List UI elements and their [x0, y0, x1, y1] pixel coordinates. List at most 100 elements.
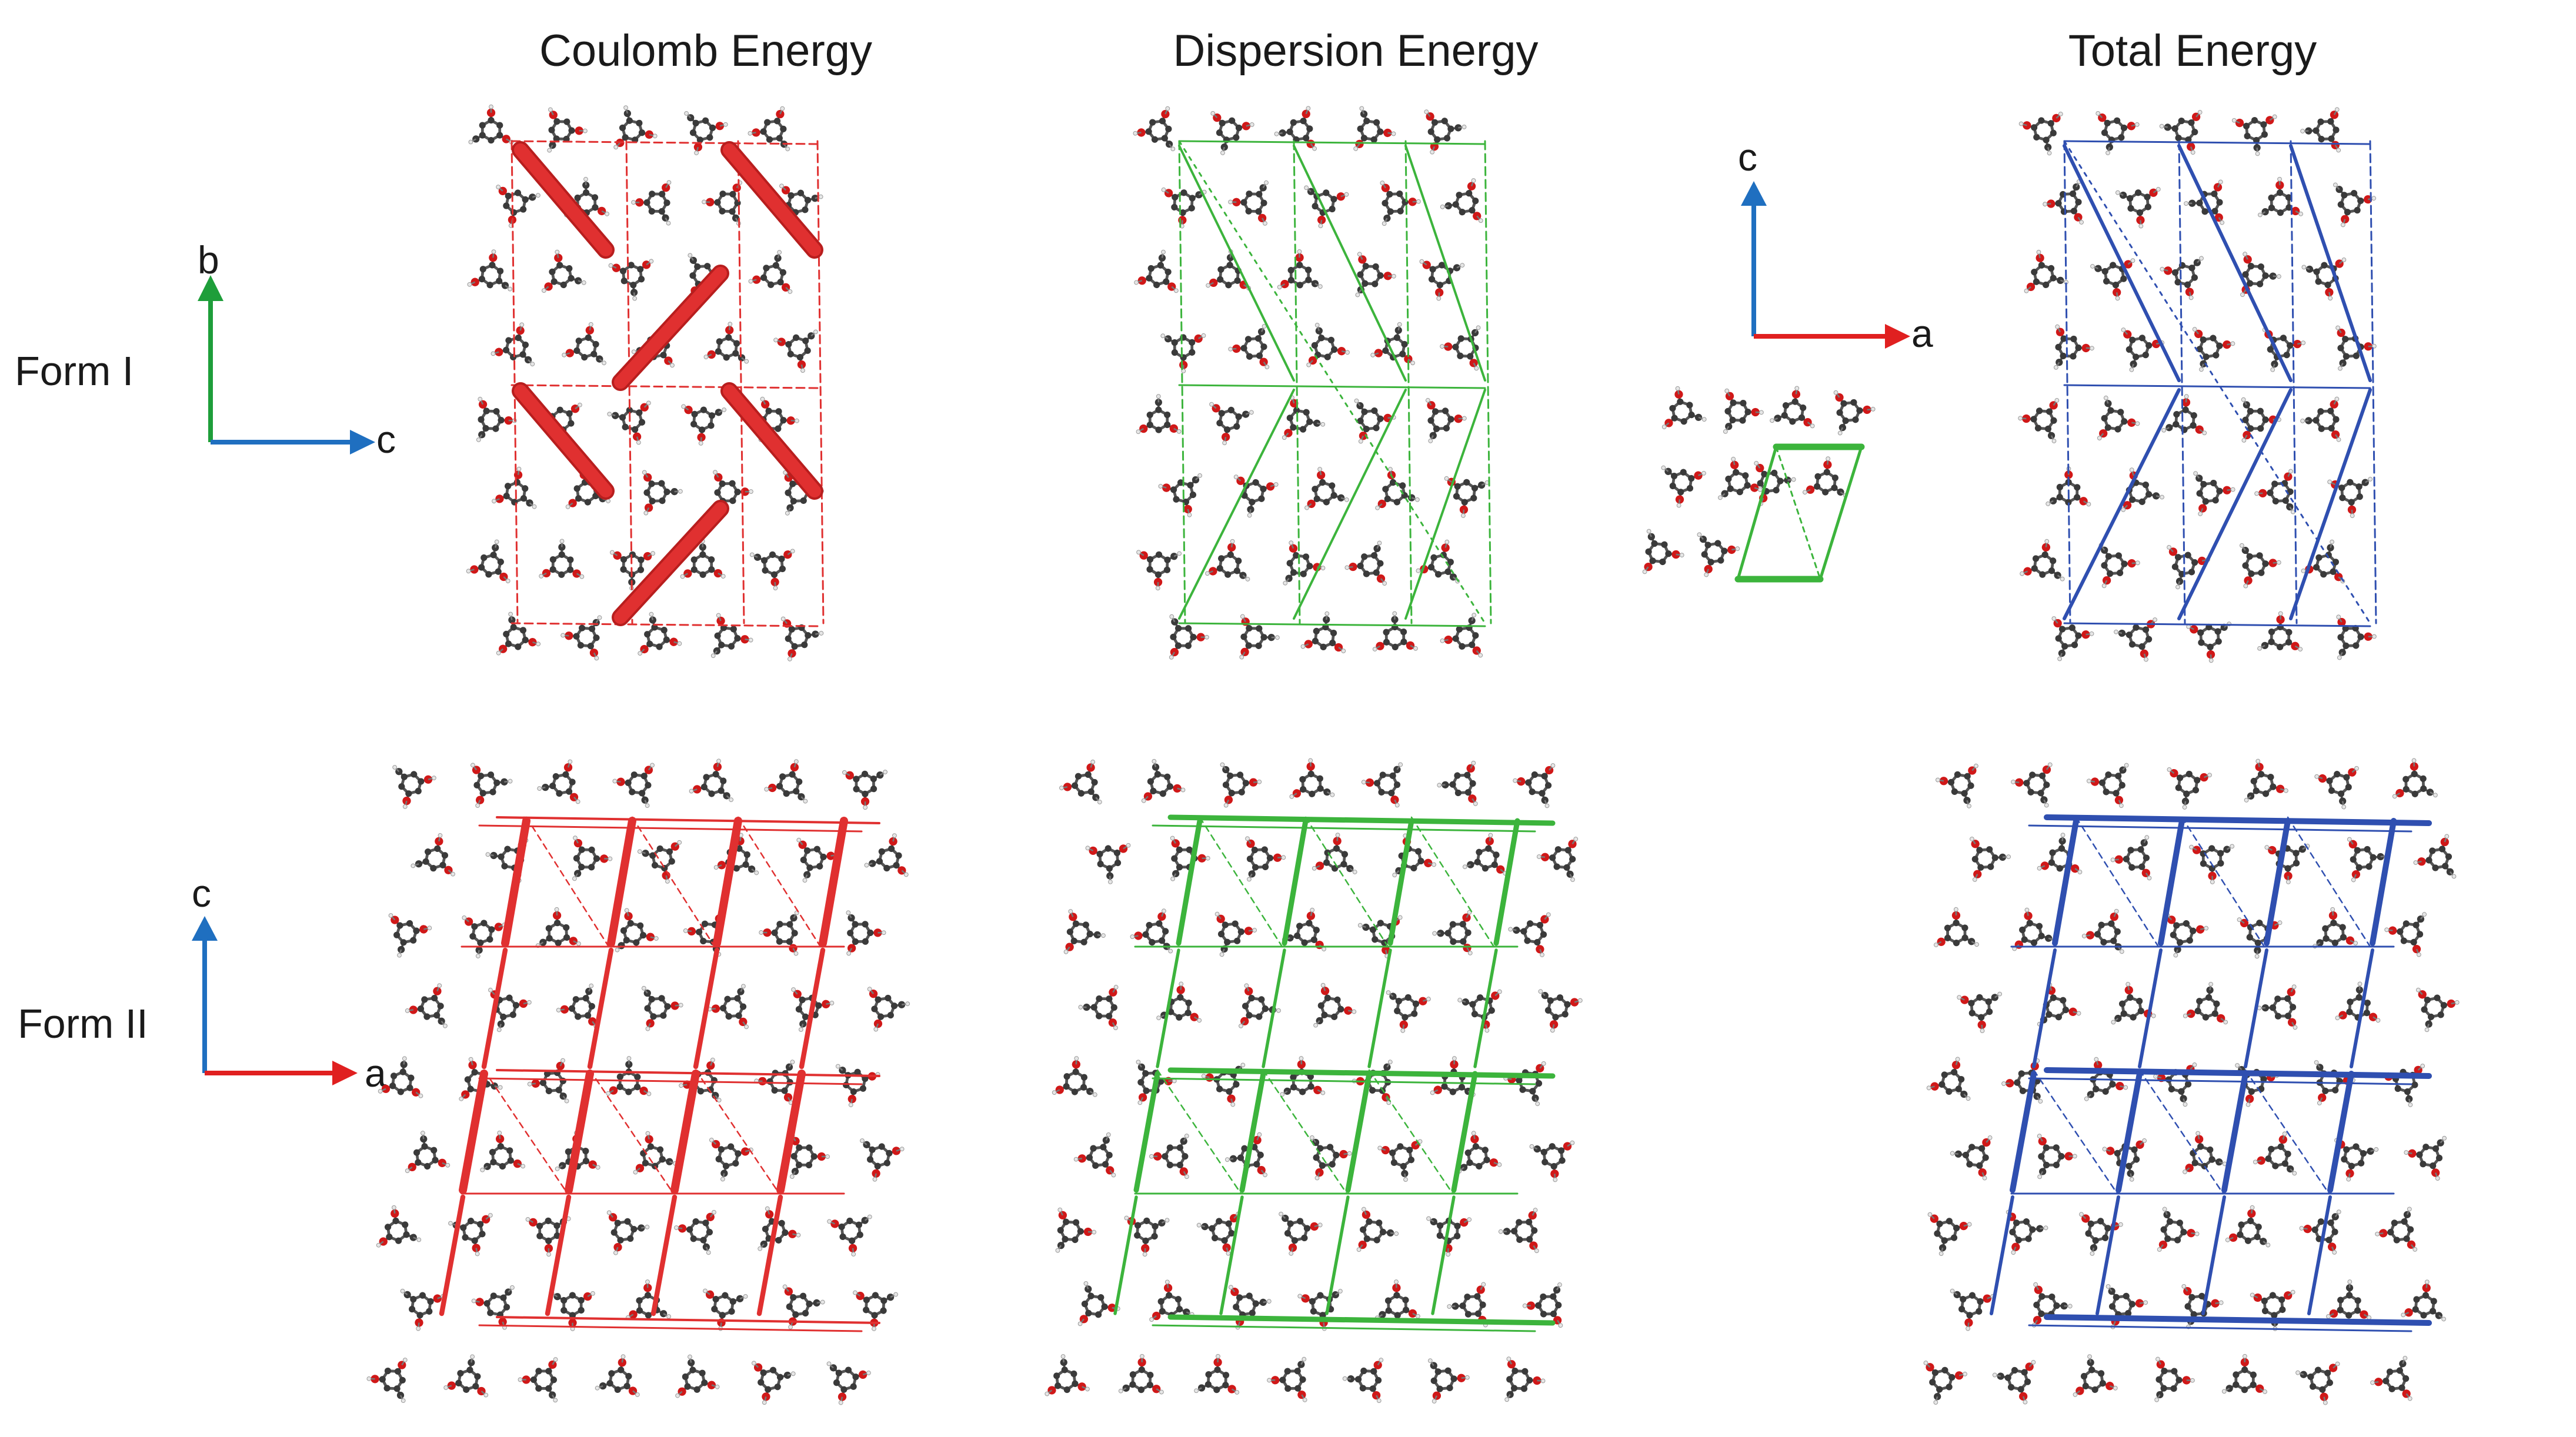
molecule [1661, 465, 1706, 508]
molecule [1444, 476, 1490, 518]
molecule [462, 915, 507, 958]
molecule [864, 833, 909, 877]
molecule [2336, 614, 2377, 660]
molecule [2011, 762, 2053, 808]
molecule [535, 907, 581, 948]
molecule [366, 1358, 408, 1403]
molecule [1078, 985, 1119, 1031]
molecule [2006, 1209, 2048, 1255]
molecule [675, 1354, 720, 1398]
molecule [2335, 981, 2381, 1023]
molecule [2167, 544, 2210, 590]
molecule [1356, 1207, 1399, 1252]
molecule [1239, 614, 1280, 660]
molecule [2018, 398, 2060, 443]
molecule [842, 770, 887, 810]
molecule [1118, 1354, 1164, 1395]
molecule [2257, 611, 2303, 651]
molecule [748, 106, 790, 152]
molecule [791, 987, 835, 1032]
molecule [2333, 182, 2377, 228]
molecule [547, 107, 588, 153]
molecule [680, 539, 726, 579]
molecule [1923, 1361, 1967, 1405]
molecule [1134, 249, 1179, 293]
molecule [1063, 909, 1106, 954]
molecule [496, 611, 541, 656]
molecule [2375, 1207, 2418, 1252]
molecule [709, 1138, 753, 1182]
molecule [2262, 327, 2306, 372]
molecule [2018, 111, 2063, 156]
molecule [1239, 983, 1281, 1028]
molecule [702, 180, 742, 226]
inset-axis-c-label: c [1738, 135, 1757, 179]
molecule [1416, 539, 1460, 584]
molecule [392, 765, 436, 809]
molecule [459, 1057, 503, 1101]
molecule [1536, 837, 1579, 882]
molecule [2250, 1289, 2295, 1331]
molecule [2012, 907, 2057, 951]
molecule [1933, 907, 1979, 947]
molecule [2159, 110, 2203, 155]
molecule [2326, 1279, 2372, 1320]
molecule [1059, 759, 1102, 804]
molecule [615, 908, 659, 953]
form-ii-label: Form II [18, 1001, 148, 1047]
molecule [2334, 1138, 2379, 1182]
molecule [1077, 1281, 1120, 1326]
molecule [633, 1131, 678, 1175]
molecule [1136, 550, 1182, 591]
molecule [1274, 106, 1317, 151]
molecule [527, 1058, 569, 1104]
molecule [405, 1131, 451, 1174]
form-ii-dispersion-framework-panel [1045, 758, 1583, 1403]
molecule [1462, 833, 1508, 876]
molecule [608, 259, 654, 301]
molecule [2301, 258, 2347, 301]
molecule [1233, 474, 1279, 518]
energy-framework [439, 816, 880, 1332]
molecule [1386, 990, 1431, 1033]
energy-framework [1990, 814, 2432, 1332]
molecule [1426, 1216, 1472, 1257]
molecule [1297, 1289, 1343, 1331]
molecule [1522, 1282, 1563, 1328]
molecule [1149, 1134, 1189, 1179]
molecule [637, 840, 682, 884]
molecule [1052, 1056, 1097, 1097]
form-ii-total-framework-panel [1923, 758, 2460, 1405]
molecule [2404, 1135, 2447, 1181]
molecule [1970, 836, 2011, 882]
molecule [2401, 1279, 2447, 1322]
molecule [1353, 106, 1396, 151]
molecule [2221, 1354, 2267, 1394]
molecule [2300, 396, 2341, 442]
molecule [1424, 109, 1467, 155]
molecule [2413, 834, 2457, 879]
form-i-coulomb-framework-panel [466, 104, 825, 661]
molecule [492, 466, 537, 509]
molecule [2105, 1284, 2148, 1329]
molecule [1196, 1211, 1241, 1256]
molecule [2024, 249, 2068, 293]
molecule [2037, 982, 2081, 1027]
molecule [1313, 982, 1357, 1028]
molecule [2257, 176, 2303, 218]
molecule [1304, 185, 1349, 228]
molecule [1306, 323, 1350, 367]
molecule [1927, 1212, 1972, 1256]
molecule [1045, 1354, 1090, 1396]
form-i-axes: b c [198, 238, 396, 461]
molecule [684, 111, 728, 155]
molecule [1642, 529, 1684, 574]
molecule [1205, 539, 1250, 582]
molecule [707, 984, 749, 1030]
molecule [1161, 187, 1207, 229]
form-i-axis-b-label: b [198, 238, 219, 282]
molecule [1309, 1135, 1352, 1181]
molecule [681, 404, 727, 446]
molecule [1194, 1354, 1240, 1395]
